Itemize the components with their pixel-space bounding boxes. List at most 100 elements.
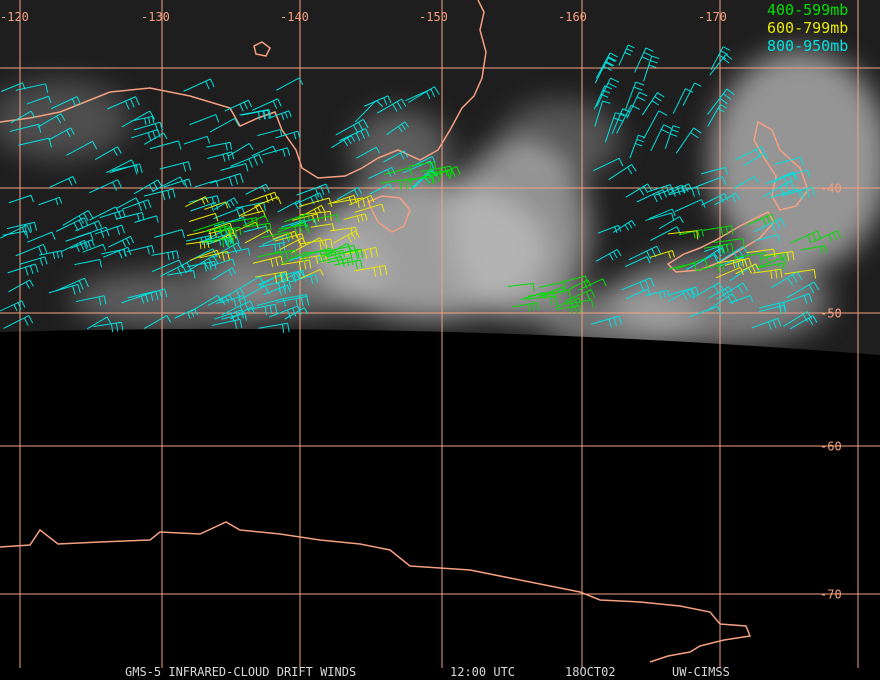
wind-barb bbox=[734, 252, 768, 263]
wind-barb bbox=[746, 248, 776, 258]
wind-barb bbox=[206, 141, 233, 151]
barb-staff bbox=[628, 245, 658, 261]
barb-staff bbox=[8, 194, 32, 204]
barb-feather bbox=[228, 176, 233, 187]
barb-feather bbox=[672, 125, 681, 129]
barb-feather bbox=[579, 305, 582, 313]
barb-feather bbox=[828, 234, 833, 243]
barb-feather bbox=[152, 130, 156, 140]
barb-feather bbox=[84, 277, 89, 288]
barb-staff bbox=[754, 217, 782, 233]
barb-staff bbox=[701, 193, 725, 206]
wind-barb bbox=[339, 128, 370, 142]
barb-feather bbox=[285, 234, 290, 243]
barb-staff bbox=[664, 125, 674, 149]
barb-feather bbox=[70, 127, 75, 135]
wind-barb bbox=[709, 54, 733, 76]
wind-barb bbox=[149, 140, 182, 150]
barb-staff bbox=[331, 135, 352, 149]
barb-feather bbox=[569, 300, 574, 309]
wind-barb bbox=[221, 313, 248, 321]
wind-barb bbox=[383, 150, 409, 163]
wind-barb bbox=[3, 315, 34, 329]
barb-feather bbox=[791, 172, 796, 179]
barb-feather bbox=[627, 44, 635, 49]
barb-feather bbox=[609, 253, 614, 261]
barb-feather bbox=[360, 259, 363, 269]
barb-feather bbox=[759, 253, 762, 263]
barb-feather bbox=[767, 321, 772, 330]
island-coast bbox=[253, 41, 271, 57]
barb-feather bbox=[646, 250, 652, 260]
wind-barb bbox=[245, 183, 270, 195]
barb-feather bbox=[690, 132, 699, 139]
barb-feather bbox=[350, 135, 356, 142]
barb-feather bbox=[719, 97, 728, 105]
barb-staff bbox=[708, 286, 730, 299]
barb-feather bbox=[319, 192, 324, 201]
barb-feather bbox=[274, 273, 278, 284]
wind-barb bbox=[144, 132, 168, 145]
barb-staff bbox=[115, 211, 143, 220]
barb-staff bbox=[275, 130, 299, 139]
barb-staff bbox=[151, 250, 178, 256]
footer-text: 18OCT02 bbox=[565, 665, 616, 679]
barb-feather bbox=[425, 175, 430, 185]
barb-staff bbox=[204, 201, 226, 210]
wind-barb bbox=[696, 176, 727, 188]
wind-barb bbox=[781, 293, 813, 304]
nz-south-coast bbox=[666, 211, 775, 273]
wind-barb bbox=[130, 115, 155, 125]
barb-feather bbox=[135, 197, 140, 204]
barb-feather bbox=[718, 282, 725, 292]
barb-feather bbox=[288, 110, 292, 118]
barb-feather bbox=[697, 230, 700, 238]
wind-barb bbox=[75, 220, 103, 232]
barb-feather bbox=[764, 252, 768, 263]
wind-barb bbox=[668, 288, 696, 302]
barb-feather bbox=[717, 306, 722, 316]
barb-feather bbox=[784, 183, 791, 193]
barb-feather bbox=[263, 202, 266, 211]
barb-feather bbox=[167, 252, 170, 261]
barb-staff bbox=[230, 217, 257, 223]
barb-staff bbox=[221, 313, 245, 320]
wind-barb bbox=[278, 224, 310, 234]
barb-feather bbox=[281, 236, 286, 244]
barb-feather bbox=[296, 234, 300, 244]
barb-feather bbox=[268, 229, 274, 238]
barb-feather bbox=[292, 307, 297, 317]
barb-feather bbox=[356, 249, 360, 259]
latitude-labels: -40 -50 -60 -70 bbox=[820, 182, 842, 602]
barb-feather bbox=[265, 195, 269, 203]
barb-feather bbox=[663, 291, 666, 299]
barb-feather bbox=[696, 186, 701, 196]
wind-barb bbox=[590, 315, 622, 328]
barb-staff bbox=[256, 298, 284, 307]
barb-staff bbox=[592, 157, 620, 172]
barb-feather bbox=[77, 284, 81, 294]
barb-staff bbox=[66, 140, 93, 156]
barb-feather bbox=[125, 238, 131, 246]
barb-feather bbox=[73, 222, 79, 232]
barb-feather bbox=[751, 265, 756, 272]
barb-staff bbox=[251, 145, 274, 157]
barb-feather bbox=[56, 251, 60, 259]
barb-feather bbox=[434, 86, 440, 95]
barb-feather bbox=[159, 290, 163, 299]
barb-feather bbox=[315, 256, 319, 264]
barb-feather bbox=[205, 81, 210, 90]
barb-feather bbox=[293, 225, 298, 235]
barb-feather bbox=[658, 110, 668, 116]
wind-barb bbox=[594, 56, 617, 84]
wind-barb bbox=[650, 249, 675, 259]
barb-feather bbox=[267, 110, 270, 119]
barb-staff bbox=[349, 194, 372, 206]
barb-feather bbox=[747, 267, 752, 274]
wind-barb bbox=[354, 99, 384, 123]
wind-barb bbox=[56, 217, 89, 232]
barb-feather bbox=[234, 118, 240, 127]
barb-feather bbox=[122, 248, 127, 257]
barb-feather bbox=[607, 57, 616, 63]
